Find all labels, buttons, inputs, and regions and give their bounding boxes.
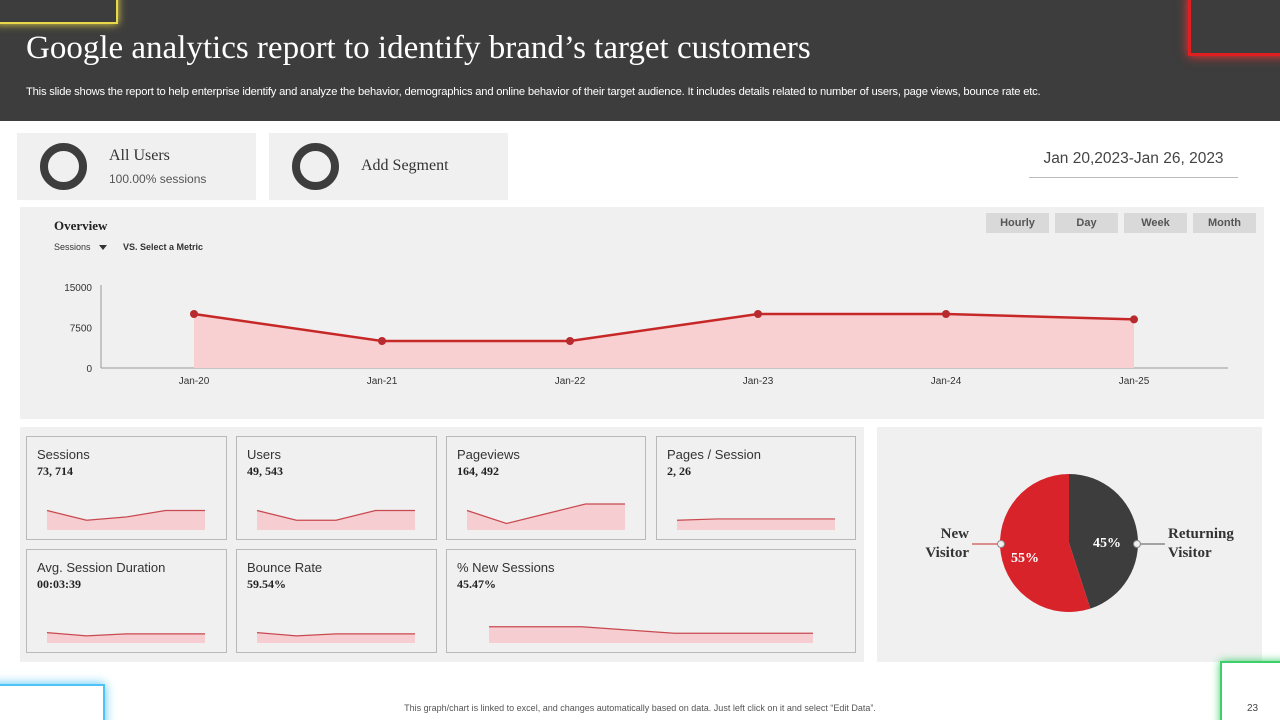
metric-value: 2, 26 bbox=[667, 464, 691, 478]
metric-card[interactable]: Bounce Rate 59.54% bbox=[236, 549, 437, 653]
sparkline-area bbox=[47, 632, 205, 643]
metric-value: 45.47% bbox=[457, 577, 496, 591]
date-range-picker[interactable]: Jan 20,2023-Jan 26, 2023 bbox=[1029, 150, 1238, 178]
metric-value: 164, 492 bbox=[457, 464, 499, 478]
week-button[interactable]: Week bbox=[1124, 213, 1187, 233]
metric-select[interactable]: Sessions bbox=[54, 242, 107, 252]
page-number: 23 bbox=[1247, 703, 1259, 714]
metric-value: 73, 714 bbox=[37, 464, 73, 478]
slide-header: Google analytics report to identify bran… bbox=[0, 0, 1280, 121]
metric-label: % New Sessions bbox=[457, 560, 555, 575]
pie-slice-new bbox=[1000, 474, 1091, 612]
sparkline-area bbox=[467, 504, 625, 530]
new-visitor-label: New Visitor bbox=[925, 526, 969, 561]
segment-title: Add Segment bbox=[361, 157, 449, 174]
decorative-frame-yellow bbox=[0, 0, 118, 24]
pie-value-label: 55% bbox=[1011, 551, 1039, 566]
sparkline-area bbox=[47, 510, 205, 530]
data-point bbox=[566, 337, 574, 345]
sparkline-line bbox=[256, 509, 415, 521]
sparkline-line bbox=[46, 632, 205, 637]
metric-label: Pageviews bbox=[457, 447, 520, 462]
compare-metric-select[interactable]: VS. Select a Metric bbox=[123, 242, 204, 252]
metric-select-label: Sessions bbox=[54, 242, 91, 252]
x-tick-label: Jan-22 bbox=[555, 376, 586, 387]
leader-dot bbox=[1133, 540, 1141, 548]
donut-icon bbox=[40, 143, 87, 190]
segment-all-users[interactable]: All Users 100.00% sessions bbox=[17, 133, 256, 200]
page-subtitle: This slide shows the report to help ente… bbox=[26, 86, 1041, 98]
y-tick-label: 15000 bbox=[64, 283, 92, 294]
sparkline-chart bbox=[46, 632, 205, 643]
sparkline-chart bbox=[466, 503, 625, 530]
data-point bbox=[378, 337, 386, 345]
visitor-pie-chart: 55% 45% bbox=[972, 474, 1165, 612]
metric-value: 49, 543 bbox=[247, 464, 283, 478]
x-tick-label: Jan-21 bbox=[367, 376, 398, 387]
metric-label: Avg. Session Duration bbox=[37, 560, 166, 575]
returning-visitor-label: Returning Visitor bbox=[1168, 526, 1234, 561]
segment-add[interactable]: Add Segment bbox=[269, 133, 508, 200]
metric-label: Sessions bbox=[37, 447, 90, 462]
data-point bbox=[754, 310, 762, 318]
hourly-button[interactable]: Hourly bbox=[986, 213, 1049, 233]
visitor-pie-panel: 55% 45% New Visitor Returning Visitor bbox=[877, 427, 1262, 662]
metric-label: Pages / Session bbox=[667, 447, 761, 462]
decorative-frame-red bbox=[1188, 0, 1280, 56]
pie-slice-returning bbox=[1069, 474, 1138, 609]
metric-card[interactable]: Users 49, 543 bbox=[236, 436, 437, 540]
footer-note: This graph/chart is linked to excel, and… bbox=[404, 703, 876, 713]
month-button[interactable]: Month bbox=[1193, 213, 1256, 233]
sparkline-area bbox=[489, 626, 813, 643]
donut-icon bbox=[292, 143, 339, 190]
metric-card[interactable]: Pages / Session 2, 26 bbox=[656, 436, 856, 540]
x-tick-label: Jan-20 bbox=[179, 376, 210, 387]
metric-card[interactable]: Sessions 73, 714 bbox=[26, 436, 227, 540]
decorative-frame-green bbox=[1220, 661, 1280, 720]
page-title: Google analytics report to identify bran… bbox=[26, 30, 811, 66]
metric-label: Users bbox=[247, 447, 281, 462]
sparkline-chart bbox=[46, 509, 205, 530]
sparkline-chart bbox=[676, 518, 835, 530]
day-button[interactable]: Day bbox=[1055, 213, 1118, 233]
series-line bbox=[193, 312, 1135, 343]
segment-sessions: 100.00% sessions bbox=[109, 172, 207, 186]
decorative-frame-blue bbox=[0, 684, 105, 720]
chevron-down-icon bbox=[98, 245, 107, 251]
overview-panel: Overview Sessions VS. Select a Metric Ho… bbox=[20, 207, 1264, 419]
sparkline-line bbox=[489, 626, 813, 634]
sparkline-area bbox=[257, 632, 415, 643]
segment-title: All Users bbox=[109, 147, 170, 164]
overview-title: Overview bbox=[54, 218, 108, 233]
x-tick-label: Jan-24 bbox=[931, 376, 962, 387]
metric-value: 59.54% bbox=[247, 577, 286, 591]
sessions-line-chart: 0 7500 15000 Jan-20 Jan-21 Jan-22 Jan-23 Jan-24… bbox=[64, 283, 1228, 387]
sparkline-chart bbox=[489, 626, 813, 643]
sparkline-line bbox=[256, 632, 415, 637]
sparkline-line bbox=[46, 509, 205, 521]
data-point bbox=[1130, 315, 1138, 324]
metrics-panel: Sessions 73, 714 Users 49, 543 Pageviews 164,… bbox=[20, 427, 864, 662]
metric-label: Bounce Rate bbox=[247, 560, 323, 575]
metric-card[interactable]: Pageviews 164, 492 bbox=[446, 436, 646, 540]
sparkline-line bbox=[676, 518, 835, 521]
x-tick-label: Jan-23 bbox=[743, 376, 774, 387]
metric-card[interactable]: % New Sessions 45.47% bbox=[446, 549, 856, 653]
sparkline-chart bbox=[256, 632, 415, 643]
y-tick-label: 7500 bbox=[70, 324, 93, 335]
data-point bbox=[942, 310, 950, 318]
sparkline-chart bbox=[256, 509, 415, 530]
series-area bbox=[194, 314, 1134, 368]
metric-card[interactable]: Avg. Session Duration 00:03:39 bbox=[26, 549, 227, 653]
leader-dot bbox=[997, 540, 1005, 548]
pie-value-label: 45% bbox=[1093, 536, 1121, 551]
y-tick-label: 0 bbox=[86, 364, 92, 375]
data-point bbox=[190, 310, 198, 318]
x-tick-label: Jan-25 bbox=[1119, 376, 1150, 387]
metric-value: 00:03:39 bbox=[37, 577, 81, 591]
sparkline-line bbox=[466, 503, 625, 525]
sparkline-area bbox=[677, 518, 835, 530]
